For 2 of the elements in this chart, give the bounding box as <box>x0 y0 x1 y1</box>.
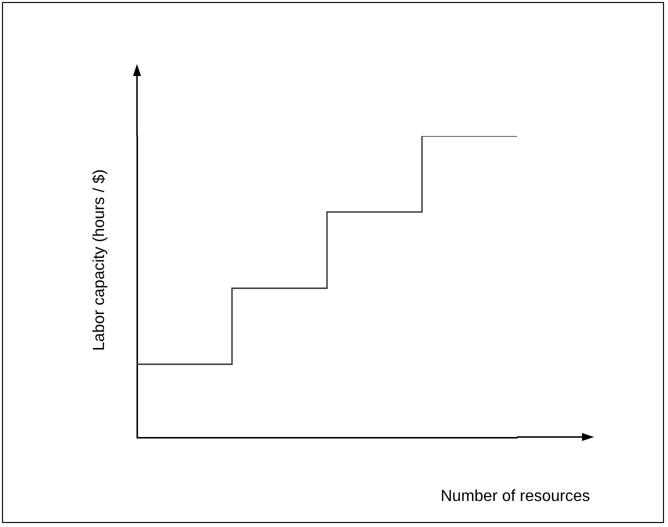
x-axis-title: Number of resources <box>440 488 590 506</box>
y-axis-title: Labor capacity (hours / $) <box>90 168 109 353</box>
